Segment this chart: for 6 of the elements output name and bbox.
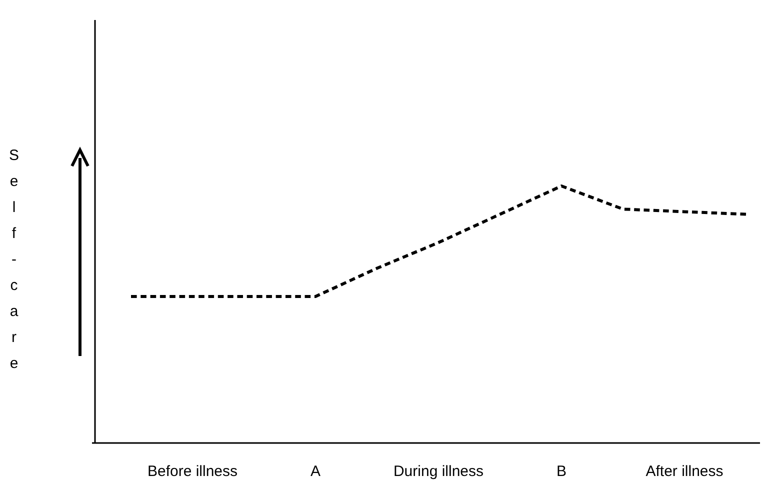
x-tick-label: After illness [646,463,724,480]
x-tick-label: During illness [393,463,484,480]
text: Self-care [8,147,20,372]
x-tick-label: Before illness [147,463,238,480]
x-tick-label: A [310,463,321,480]
x-tick-label: B [556,463,567,480]
